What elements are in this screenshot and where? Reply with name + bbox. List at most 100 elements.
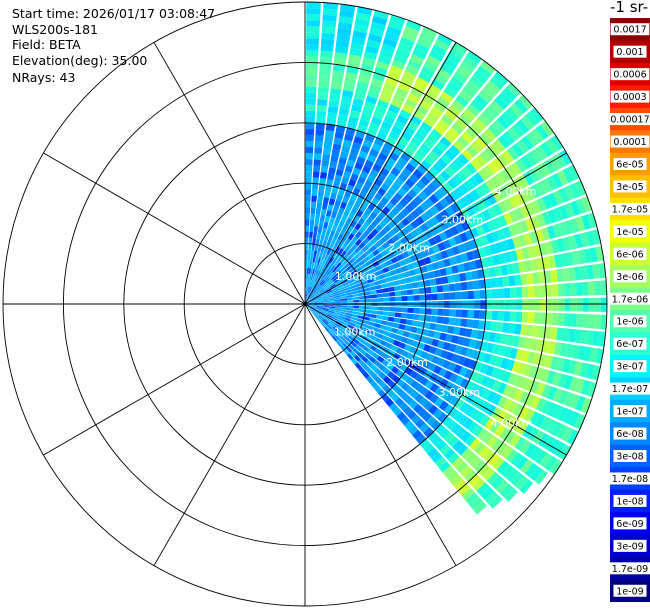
range-gate-cell (310, 299, 317, 302)
range-gate-cell (376, 310, 384, 316)
range-gate-cell (553, 342, 562, 356)
range-gate-cell (393, 317, 401, 324)
field-text: Field: BETA (12, 37, 81, 52)
range-gate-cell (321, 295, 328, 299)
range-gate-cell (324, 316, 331, 322)
range-gate-cell (440, 170, 451, 182)
range-gate-cell (333, 58, 347, 66)
range-gate-cell (355, 231, 363, 239)
range-gate-cell (337, 264, 344, 271)
range-gate-cell (316, 285, 322, 291)
range-gate-cell (485, 232, 495, 244)
range-gate-cell (358, 226, 366, 234)
range-gate-cell (454, 318, 462, 327)
range-gate-cell (327, 112, 338, 120)
range-gate-cell (493, 139, 506, 153)
range-gate-cell (330, 265, 336, 272)
range-gate-cell (347, 248, 354, 255)
range-gate-cell (530, 148, 543, 164)
range-gate-cell (374, 66, 388, 77)
range-gate-cell (466, 251, 475, 261)
range-gate-cell (340, 293, 347, 297)
range-gate-cell (349, 147, 360, 156)
range-gate-cell (442, 316, 450, 325)
colorbar-label-box (613, 405, 647, 418)
range-gate-cell (400, 76, 414, 87)
range-gate-cell (417, 321, 425, 328)
range-gate-cell (503, 287, 511, 299)
range-gate-cell (501, 464, 515, 479)
range-gate-cell (362, 363, 370, 371)
range-gate-cell (420, 265, 428, 274)
range-gate-cell (377, 306, 384, 311)
range-gate-cell (429, 254, 438, 263)
range-gate-cell (353, 276, 360, 282)
range-gate-cell (329, 273, 336, 279)
range-gate-cell (370, 310, 378, 315)
range-gate-cell (548, 255, 557, 269)
range-gate-cell (380, 320, 388, 326)
range-gate-cell (318, 74, 331, 82)
range-gate-cell (316, 270, 321, 277)
range-gate-cell (421, 328, 430, 337)
range-gate-cell (328, 299, 336, 302)
range-gate-cell (439, 220, 450, 231)
range-gate-cell (316, 202, 323, 209)
range-gate-cell (327, 322, 334, 328)
range-gate-cell (480, 375, 491, 387)
range-gate-cell (427, 431, 439, 442)
range-gate-cell (334, 174, 342, 183)
range-gate-cell (321, 32, 335, 40)
range-gate-cell (393, 120, 406, 131)
range-gate-cell (583, 248, 592, 264)
range-gate-cell (351, 243, 358, 251)
range-gate-cell (313, 312, 318, 318)
range-gate-cell (465, 162, 477, 175)
range-gate-cell (497, 288, 505, 299)
range-gate-cell (457, 483, 471, 496)
range-gate-cell (315, 276, 320, 283)
range-gate-cell (413, 295, 420, 301)
range-gate-cell (527, 427, 540, 442)
range-gate-cell (343, 331, 350, 338)
range-gate-cell (429, 393, 439, 404)
range-gate-cell (383, 297, 390, 302)
range-gate-cell (448, 144, 461, 157)
range-gate-cell (388, 251, 396, 259)
range-gate-cell (562, 268, 570, 282)
range-gate-cell (455, 94, 469, 108)
range-gate-cell (444, 109, 458, 122)
range-gate-cell (451, 265, 459, 274)
colorbar-title: -1 sr- (610, 0, 649, 16)
range-gate-cell (328, 100, 340, 108)
range-gate-cell (516, 139, 529, 154)
range-gate-cell (337, 241, 344, 248)
range-gate-cell (508, 275, 516, 287)
range-gate-cell (358, 234, 367, 242)
range-gate-cell (367, 278, 374, 284)
range-gate-cell (502, 384, 513, 397)
range-gate-cell (362, 345, 370, 352)
range-gate-cell (342, 139, 353, 148)
range-gate-cell (442, 239, 452, 249)
range-gate-cell (506, 334, 515, 346)
range-gate-cell (331, 76, 344, 84)
range-gate-cell (562, 358, 571, 373)
range-gate-cell (443, 404, 454, 415)
range-gate-cell (442, 465, 455, 478)
range-gate-cell (390, 344, 399, 352)
range-gate-cell (479, 235, 489, 246)
range-gate-cell (331, 237, 337, 245)
range-gate-cell (435, 212, 445, 223)
colorbar-label-box (610, 113, 650, 126)
range-gate-cell (511, 418, 524, 432)
range-gate-cell (356, 285, 364, 291)
range-gate-cell (428, 194, 439, 205)
range-gate-cell (585, 363, 595, 380)
range-gate-cell (321, 292, 327, 297)
range-gate-cell (417, 407, 428, 418)
range-gate-cell (484, 320, 492, 331)
range-gate-cell (310, 304, 317, 307)
range-gate-cell (434, 386, 444, 397)
range-gate-cell (498, 253, 507, 265)
